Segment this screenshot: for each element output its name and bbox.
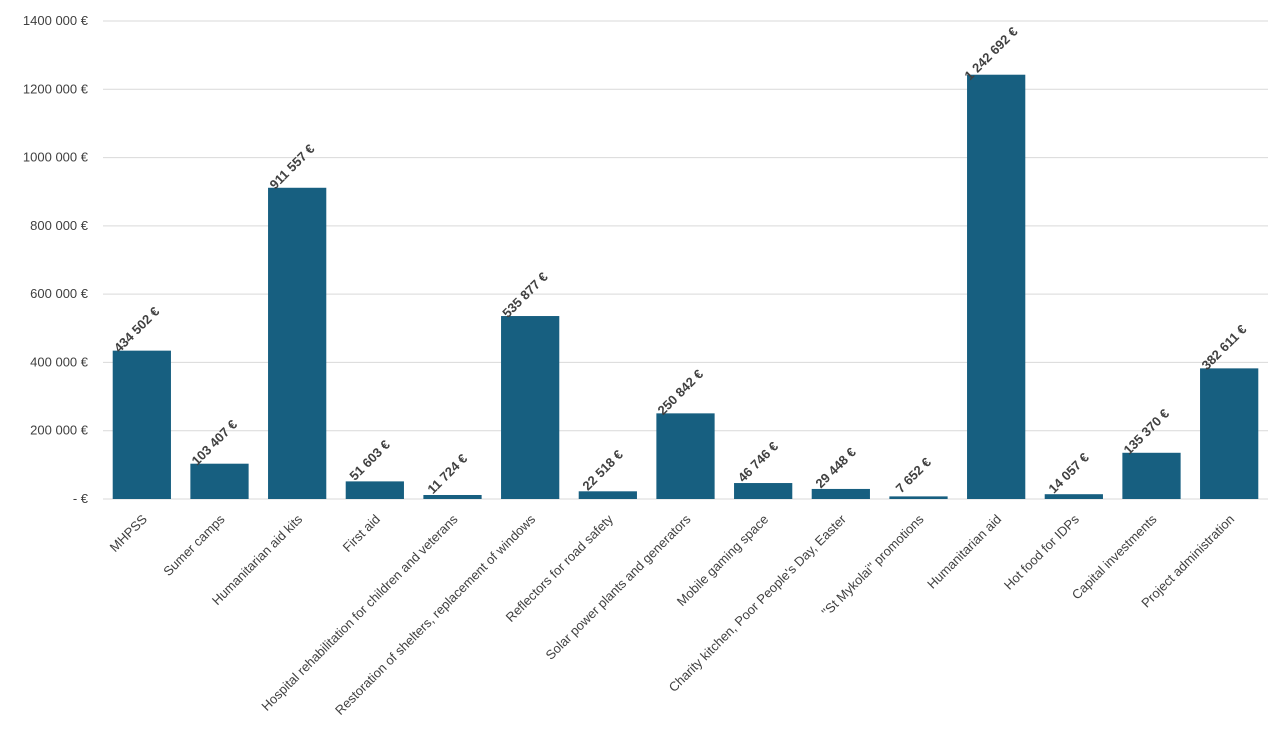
data-label: 51 603 € (346, 437, 392, 483)
data-label: 29 448 € (812, 445, 858, 491)
x-tick-label: Hot food for IDPs (1001, 511, 1082, 592)
x-tick-label: Sumer camps (160, 511, 228, 579)
bar (423, 494, 482, 499)
data-label: 103 407 € (189, 417, 241, 469)
bar (190, 463, 249, 499)
bar (112, 350, 171, 499)
x-tick-label: Capital investments (1069, 511, 1160, 602)
y-tick-label: 1200 000 € (23, 81, 89, 96)
data-label: 535 877 € (499, 269, 551, 321)
data-label: 22 518 € (579, 447, 625, 493)
bar (1044, 494, 1103, 499)
x-tick-label: Humanitarian aid (924, 512, 1004, 592)
data-label: 11 724 € (424, 451, 470, 497)
y-tick-label: 800 000 € (30, 218, 89, 233)
x-tick-label: Charity kitchen, Poor People's Day, East… (666, 511, 850, 695)
bars (112, 74, 1259, 499)
bar (1200, 368, 1259, 499)
bar (811, 488, 870, 499)
data-label: 14 057 € (1045, 450, 1091, 496)
bar (656, 413, 715, 499)
data-label: 250 842 € (655, 366, 707, 418)
data-label: 135 370 € (1121, 406, 1173, 458)
data-label: 7 652 € (893, 455, 934, 496)
y-axis-tick-labels: - € 200 000 € 400 000 € 600 000 € 800 000 € 1… (23, 13, 89, 506)
bar (578, 491, 637, 499)
bar (501, 316, 560, 499)
bar (345, 481, 404, 499)
data-label: 382 611 € (1198, 322, 1249, 373)
y-tick-label: 600 000 € (30, 286, 89, 301)
bar (268, 187, 327, 499)
bar (967, 74, 1026, 499)
data-label: 46 746 € (735, 439, 781, 485)
bar (889, 496, 948, 499)
data-label: 911 557 € (266, 141, 317, 192)
y-tick-label: 1400 000 € (23, 13, 89, 28)
y-tick-label: 1000 000 € (23, 150, 89, 165)
x-tick-label: Solar power plants and generators (542, 511, 693, 662)
y-tick-label: 400 000 € (30, 354, 89, 369)
data-label: 1 242 692 € (961, 24, 1020, 83)
x-tick-label: First aid (340, 512, 383, 555)
bar (1122, 452, 1181, 499)
x-tick-label: MHPSS (107, 511, 151, 555)
data-label: 434 502 € (111, 304, 163, 356)
y-tick-label: - € (73, 491, 89, 506)
bar (734, 483, 793, 499)
y-tick-label: 200 000 € (30, 423, 89, 438)
